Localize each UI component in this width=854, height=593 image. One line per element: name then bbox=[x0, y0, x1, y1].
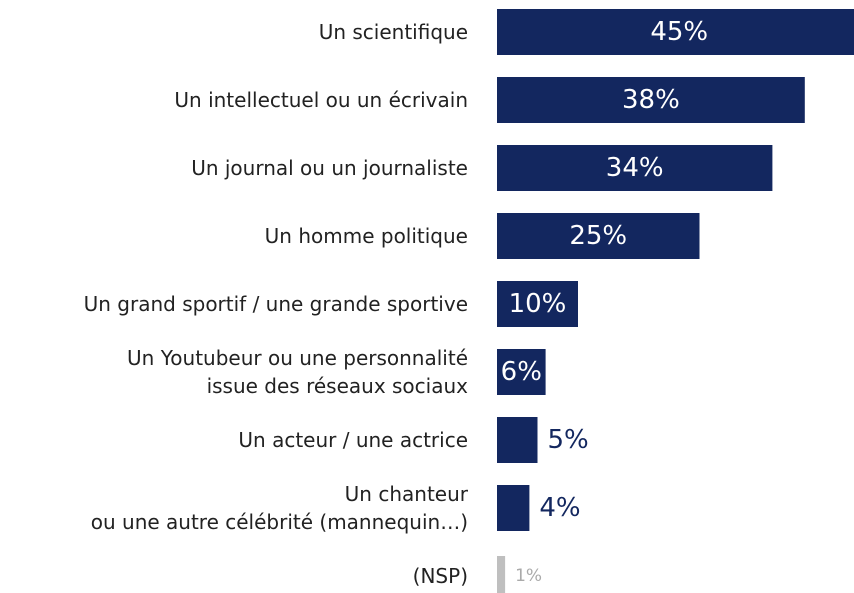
value-label: 1% bbox=[515, 566, 542, 586]
bar bbox=[497, 556, 506, 593]
bar bbox=[497, 9, 854, 55]
bar bbox=[497, 145, 773, 191]
bar bbox=[497, 349, 546, 395]
category-label: Un Youtubeur ou une personnalité issue d… bbox=[127, 346, 468, 398]
value-label: 10% bbox=[509, 289, 567, 319]
category-label: Un homme politique bbox=[264, 224, 468, 248]
value-label: 4% bbox=[539, 493, 580, 523]
bar bbox=[497, 77, 805, 123]
category-label: (NSP) bbox=[412, 564, 468, 588]
value-label: 34% bbox=[606, 153, 664, 183]
value-label: 38% bbox=[622, 85, 680, 115]
category-label: Un scientifique bbox=[318, 20, 468, 44]
bar bbox=[497, 281, 578, 327]
category-label: Un acteur / une actrice bbox=[238, 428, 468, 452]
value-label: 45% bbox=[650, 17, 708, 47]
bar bbox=[497, 485, 530, 531]
category-label: Un journal ou un journaliste bbox=[191, 156, 468, 180]
category-label: Un chanteur ou une autre célébrité (mann… bbox=[90, 482, 468, 534]
category-label: Un intellectuel ou un écrivain bbox=[174, 88, 468, 112]
value-label: 5% bbox=[548, 425, 589, 455]
bar bbox=[497, 417, 538, 463]
bar bbox=[497, 213, 700, 259]
value-label: 6% bbox=[501, 357, 542, 387]
value-label: 25% bbox=[569, 221, 627, 251]
category-label: Un grand sportif / une grande sportive bbox=[83, 292, 468, 316]
